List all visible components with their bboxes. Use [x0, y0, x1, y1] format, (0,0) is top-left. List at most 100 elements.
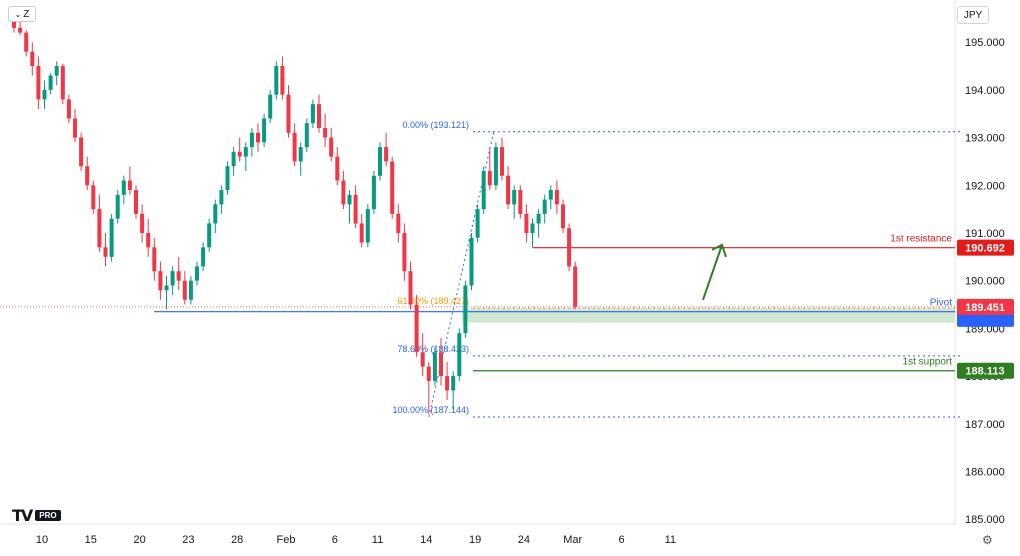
candle-body [573, 266, 578, 307]
candle-body [73, 118, 77, 138]
candle-body [79, 137, 84, 167]
projection-arrow [702, 244, 723, 301]
price-tag-label: 190.692 [965, 243, 1005, 255]
tradingview-logo: TV PRO [12, 506, 61, 525]
candle-body [536, 213, 541, 224]
candle-body [292, 132, 297, 162]
candle-body [170, 271, 175, 286]
candle-body [304, 123, 309, 148]
candle-body [408, 271, 413, 305]
candle-body [524, 213, 529, 233]
logo-mark: TV [12, 506, 33, 525]
candle-body [268, 94, 273, 119]
candle-body [103, 247, 108, 257]
price-tick-label: 193.000 [965, 133, 1005, 145]
candle-body [201, 247, 206, 267]
candle-body [121, 180, 126, 195]
candle-body [567, 228, 572, 267]
candle-body [317, 104, 321, 129]
candle-body [378, 147, 382, 176]
candle-body [353, 194, 358, 224]
candle-body [481, 170, 486, 210]
time-tick-label: 11 [372, 534, 383, 546]
price-tick-label: 194.000 [965, 85, 1005, 97]
candle-body [493, 147, 498, 186]
candle-body [85, 166, 90, 186]
candle-body [414, 304, 419, 353]
candle-body [469, 237, 474, 286]
candle-body [262, 118, 267, 143]
currency-label[interactable]: JPY [957, 6, 989, 24]
price-tick-label: 190.000 [965, 276, 1005, 288]
chevron-down-icon: ⌄ [14, 9, 22, 19]
candle-body [396, 213, 401, 233]
candle-body [439, 352, 443, 377]
candle-body [310, 104, 315, 124]
time-tick-label: 28 [231, 534, 243, 546]
price-tag-label: 188.113 [965, 366, 1004, 378]
candle-body [384, 147, 389, 162]
pivot-zone [462, 308, 955, 323]
time-tick-label: 19 [469, 534, 481, 546]
candle-body [97, 209, 102, 248]
candle-body [164, 285, 169, 291]
candle-body [188, 280, 193, 300]
candle-body [115, 194, 120, 219]
candle-body [554, 190, 559, 205]
candle-body [445, 376, 450, 391]
candle-body [457, 333, 462, 377]
time-tick-label: 14 [420, 534, 432, 546]
price-tick-label: 195.000 [965, 37, 1005, 49]
time-tick-label: 6 [618, 534, 624, 546]
candle-body [506, 175, 511, 205]
candle-body [500, 147, 504, 176]
candle-body [432, 352, 437, 381]
candle-body [341, 180, 346, 205]
candle-body [182, 280, 187, 300]
time-tick-label: Feb [277, 534, 296, 546]
fib-trendline [428, 131, 495, 418]
interval-button[interactable]: ⌄ Z [8, 6, 36, 22]
candle-body [426, 366, 431, 381]
price-tag [957, 362, 1014, 379]
price-tag [957, 298, 1014, 315]
candle-body [390, 161, 395, 214]
price-tick-label: 192.000 [965, 180, 1005, 192]
candle-body [60, 66, 65, 100]
candle-body [109, 218, 114, 257]
candle-body [195, 266, 199, 281]
candle-body [231, 151, 236, 167]
candle-body [475, 209, 480, 238]
candle-body [42, 89, 47, 100]
candle-body [30, 51, 35, 67]
time-tick-label: 6 [332, 534, 338, 546]
candle-body [48, 75, 53, 90]
candle-body [140, 213, 145, 233]
price-tick-label: 191.000 [965, 228, 1005, 240]
candle-body [176, 271, 181, 281]
level-label: 1st resistance [890, 234, 952, 245]
candle-body [463, 285, 468, 334]
candle-body [402, 232, 407, 272]
time-tick-label: 10 [36, 534, 48, 546]
candle-body [66, 99, 71, 119]
time-tick-label: Mar [563, 534, 582, 546]
candle-body [158, 271, 163, 291]
candle-body [548, 190, 553, 200]
candle-body [127, 180, 132, 191]
candle-body [207, 223, 212, 248]
candle-body [487, 170, 492, 186]
candle-body [451, 376, 456, 391]
candle-body [91, 185, 96, 210]
candle-body [512, 190, 517, 205]
candle-body [213, 204, 218, 224]
level-label: Pivot [930, 298, 952, 309]
candle-body [335, 156, 340, 181]
candle-body [329, 137, 334, 157]
candle-body [286, 94, 291, 133]
candle-body [365, 209, 370, 243]
candle-body [134, 190, 138, 214]
gear-icon[interactable]: ⚙ [982, 533, 993, 547]
candle-body [18, 27, 23, 33]
